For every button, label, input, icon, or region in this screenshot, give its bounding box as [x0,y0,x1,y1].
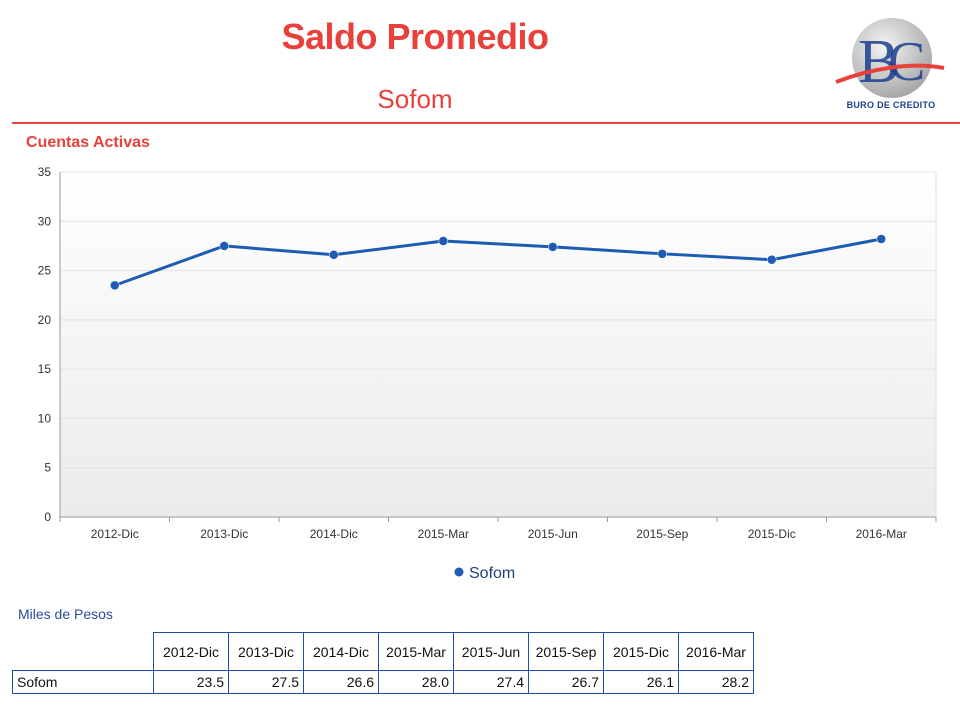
table-column-header: 2015-Mar [378,632,454,671]
y-tick-label: 30 [38,214,52,228]
svg-text:B: B [858,28,899,96]
table-column-header: 2015-Jun [453,632,529,671]
table-row: Sofom 23.5 27.5 26.6 28.0 27.4 26.7 26.1 28.2 [12,670,754,694]
svg-text:C: C [888,31,925,93]
table-cell: 28.2 [678,670,754,694]
table-column-header: 2012-Dic [153,632,229,671]
x-tick-label: 2015-Jun [528,527,578,541]
x-tick-label: 2013-Dic [200,527,248,541]
x-tick-label: 2014-Dic [310,527,358,541]
table-cell: 23.5 [153,670,229,694]
legend-label: Sofom [469,565,515,582]
table-cell: 27.5 [228,670,304,694]
table-cell: 26.1 [603,670,679,694]
legend-marker [454,567,464,577]
y-tick-label: 10 [38,411,52,425]
y-tick-label: 5 [44,461,51,475]
table-column-header: 2013-Dic [228,632,304,671]
table-column-header: 2015-Dic [603,632,679,671]
x-tick-label: 2015-Dic [748,527,796,541]
chart-section-title: Cuentas Activas [26,134,150,151]
data-point [767,254,777,265]
data-point [876,234,886,244]
plot-background [60,172,936,517]
x-tick-label: 2016-Mar [856,527,907,541]
table-column-header: 2016-Mar [678,632,754,671]
table-row-label: Sofom [12,670,154,694]
page-subtitle: Sofom [377,84,453,114]
table-corner-cell [12,632,154,671]
table-column-header: 2014-Dic [303,632,379,671]
data-point [219,241,229,251]
table-cell: 28.0 [378,670,454,694]
data-point [548,242,558,252]
data-table: 2012-Dic 2013-Dic 2014-Dic 2015-Mar 2015-Jun… [12,632,754,694]
y-tick-label: 20 [38,313,52,327]
y-tick-label: 35 [38,165,52,179]
y-tick-label: 25 [38,264,52,278]
table-cell: 26.6 [303,670,379,694]
table-column-header: 2015-Sep [528,632,604,671]
buro-de-credito-logo: B C [835,18,945,98]
table-cell: 26.7 [528,670,604,694]
page-title: Saldo Promedio [281,16,549,57]
data-point [657,249,667,259]
y-tick-label: 15 [38,362,52,376]
x-tick-label: 2015-Sep [636,527,688,541]
table-header-row: 2012-Dic 2013-Dic 2014-Dic 2015-Mar 2015-Jun… [12,632,754,671]
y-tick-label: 0 [44,510,51,524]
x-tick-label: 2012-Dic [91,527,139,541]
line-chart: 0 5 10 15 20 25 30 35 2012-Dic 2013-Dic 2014-Dic 20… [38,165,937,582]
data-point [110,280,120,291]
data-point [438,236,448,246]
series-line [114,237,882,287]
x-tick-label: 2015-Mar [418,527,469,541]
table-caption: Miles de Pesos [18,606,113,622]
logo-text: BURO DE CREDITO [846,100,936,110]
table-cell: 27.4 [453,670,529,694]
header-divider [12,122,960,124]
data-point [329,250,339,260]
